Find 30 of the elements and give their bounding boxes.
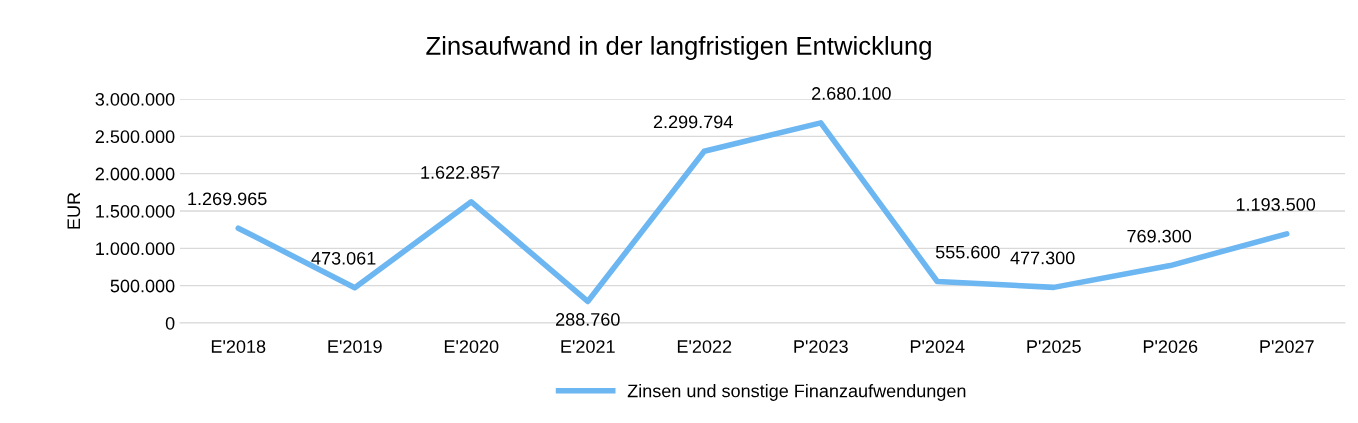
y-tick-label: 0 — [165, 316, 175, 330]
data-label: 555.600 — [935, 245, 1000, 259]
y-tick-label: 2.000.000 — [95, 167, 175, 181]
y-tick-label: 500.000 — [110, 279, 175, 293]
x-tick-label: E'2020 — [444, 340, 499, 353]
x-tick-label: P'2027 — [1260, 340, 1314, 353]
x-tick-label: E'2022 — [677, 340, 732, 353]
x-tick-label: P'2026 — [1143, 340, 1198, 353]
data-label: 1.269.965 — [188, 192, 267, 206]
data-label: 1.622.857 — [421, 166, 500, 179]
data-label: 473.061 — [311, 251, 376, 265]
data-label: 477.300 — [1010, 251, 1075, 265]
data-label: 769.300 — [1127, 229, 1192, 243]
x-tick-label: P'2025 — [1027, 340, 1081, 353]
x-tick-label: E'2019 — [328, 340, 382, 353]
y-tick-label: 2.500.000 — [95, 130, 175, 144]
x-tick-label: E'2018 — [211, 340, 266, 353]
chart-title: Zinsaufwand in der langfristigen Entwicklung — [426, 36, 931, 60]
data-label: 2.680.100 — [812, 87, 891, 100]
data-label: 2.299.794 — [653, 115, 733, 129]
legend-label: Zinsen und sonstige Finanzaufwendungen — [627, 384, 966, 401]
y-axis-title: EUR — [67, 192, 81, 229]
y-tick-label: 3.000.000 — [95, 92, 175, 106]
data-label: 288.760 — [556, 313, 620, 326]
y-tick-label: 1.500.000 — [96, 204, 175, 218]
data-label: 1.193.500 — [1236, 198, 1316, 211]
x-tick-label: E'2021 — [561, 340, 615, 353]
y-tick-label: 1.000.000 — [96, 242, 175, 256]
x-tick-label: P'2023 — [794, 340, 848, 353]
x-tick-label: P'2024 — [910, 340, 965, 353]
